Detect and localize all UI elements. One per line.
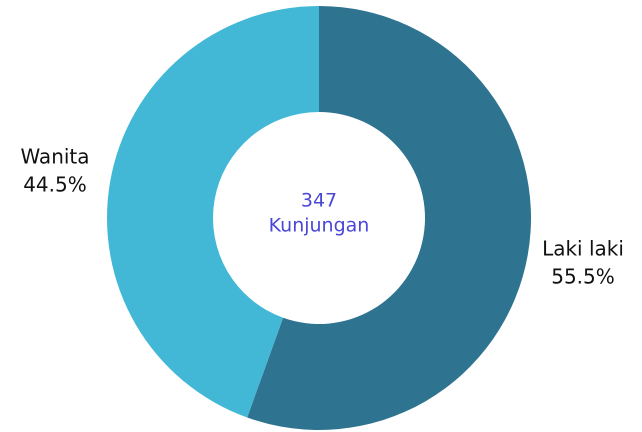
slice [106,6,319,418]
slice [247,6,531,430]
slice-label: Wanita [20,144,89,168]
value-label: 55.5% [551,265,615,289]
center-label: Kunjungan [269,215,370,237]
value-label: 44.5% [23,172,87,196]
slice-label: Laki laki [542,237,624,261]
center-value: 347 [301,190,337,212]
